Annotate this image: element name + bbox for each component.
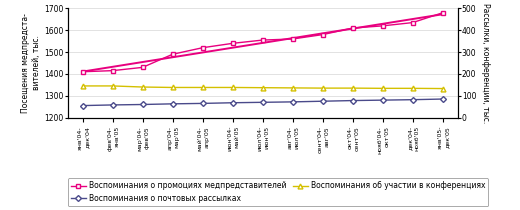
Text: мар'05: мар'05: [175, 126, 179, 148]
Text: июл'05: июл'05: [294, 126, 300, 149]
Text: май'04-: май'04-: [198, 126, 203, 151]
Text: нояб'04-: нояб'04-: [378, 126, 383, 154]
Text: июн'05: июн'05: [265, 126, 269, 149]
Text: нояб'05: нояб'05: [414, 126, 420, 151]
Text: янв'05-: янв'05-: [438, 126, 443, 150]
Text: июл'04-: июл'04-: [257, 126, 263, 151]
Text: фев'04-: фев'04-: [108, 126, 113, 151]
Text: янв'05: янв'05: [114, 126, 120, 147]
Y-axis label: Рассылки, конференции, тыс.: Рассылки, конференции, тыс.: [480, 3, 489, 123]
Text: фев'05: фев'05: [145, 126, 150, 148]
Text: июн'04-: июн'04-: [228, 126, 232, 151]
Text: дек'04-: дек'04-: [408, 126, 412, 150]
Text: сент'05: сент'05: [355, 126, 359, 151]
Text: дек'05: дек'05: [445, 126, 450, 148]
Text: дек'04: дек'04: [85, 126, 89, 148]
Text: авг'04-: авг'04-: [288, 126, 293, 149]
Text: сент'04-: сент'04-: [318, 126, 322, 153]
Text: окт'05: окт'05: [385, 126, 389, 147]
Text: май'05: май'05: [235, 126, 240, 148]
Text: окт'04-: окт'04-: [347, 126, 353, 149]
Y-axis label: Посещения медпредста-
вителей, тыс.: Посещения медпредста- вителей, тыс.: [21, 13, 41, 113]
Text: апр'04-: апр'04-: [167, 126, 173, 150]
Text: апр'05: апр'05: [204, 126, 210, 148]
Text: авг'05: авг'05: [324, 126, 330, 147]
Legend: Воспоминания о промоциях медпредставителей, Воспоминания о почтовых рассылках, В: Воспоминания о промоциях медпредставител…: [68, 178, 488, 206]
Text: янв'04-: янв'04-: [77, 126, 83, 150]
Text: мар'04-: мар'04-: [138, 126, 142, 151]
